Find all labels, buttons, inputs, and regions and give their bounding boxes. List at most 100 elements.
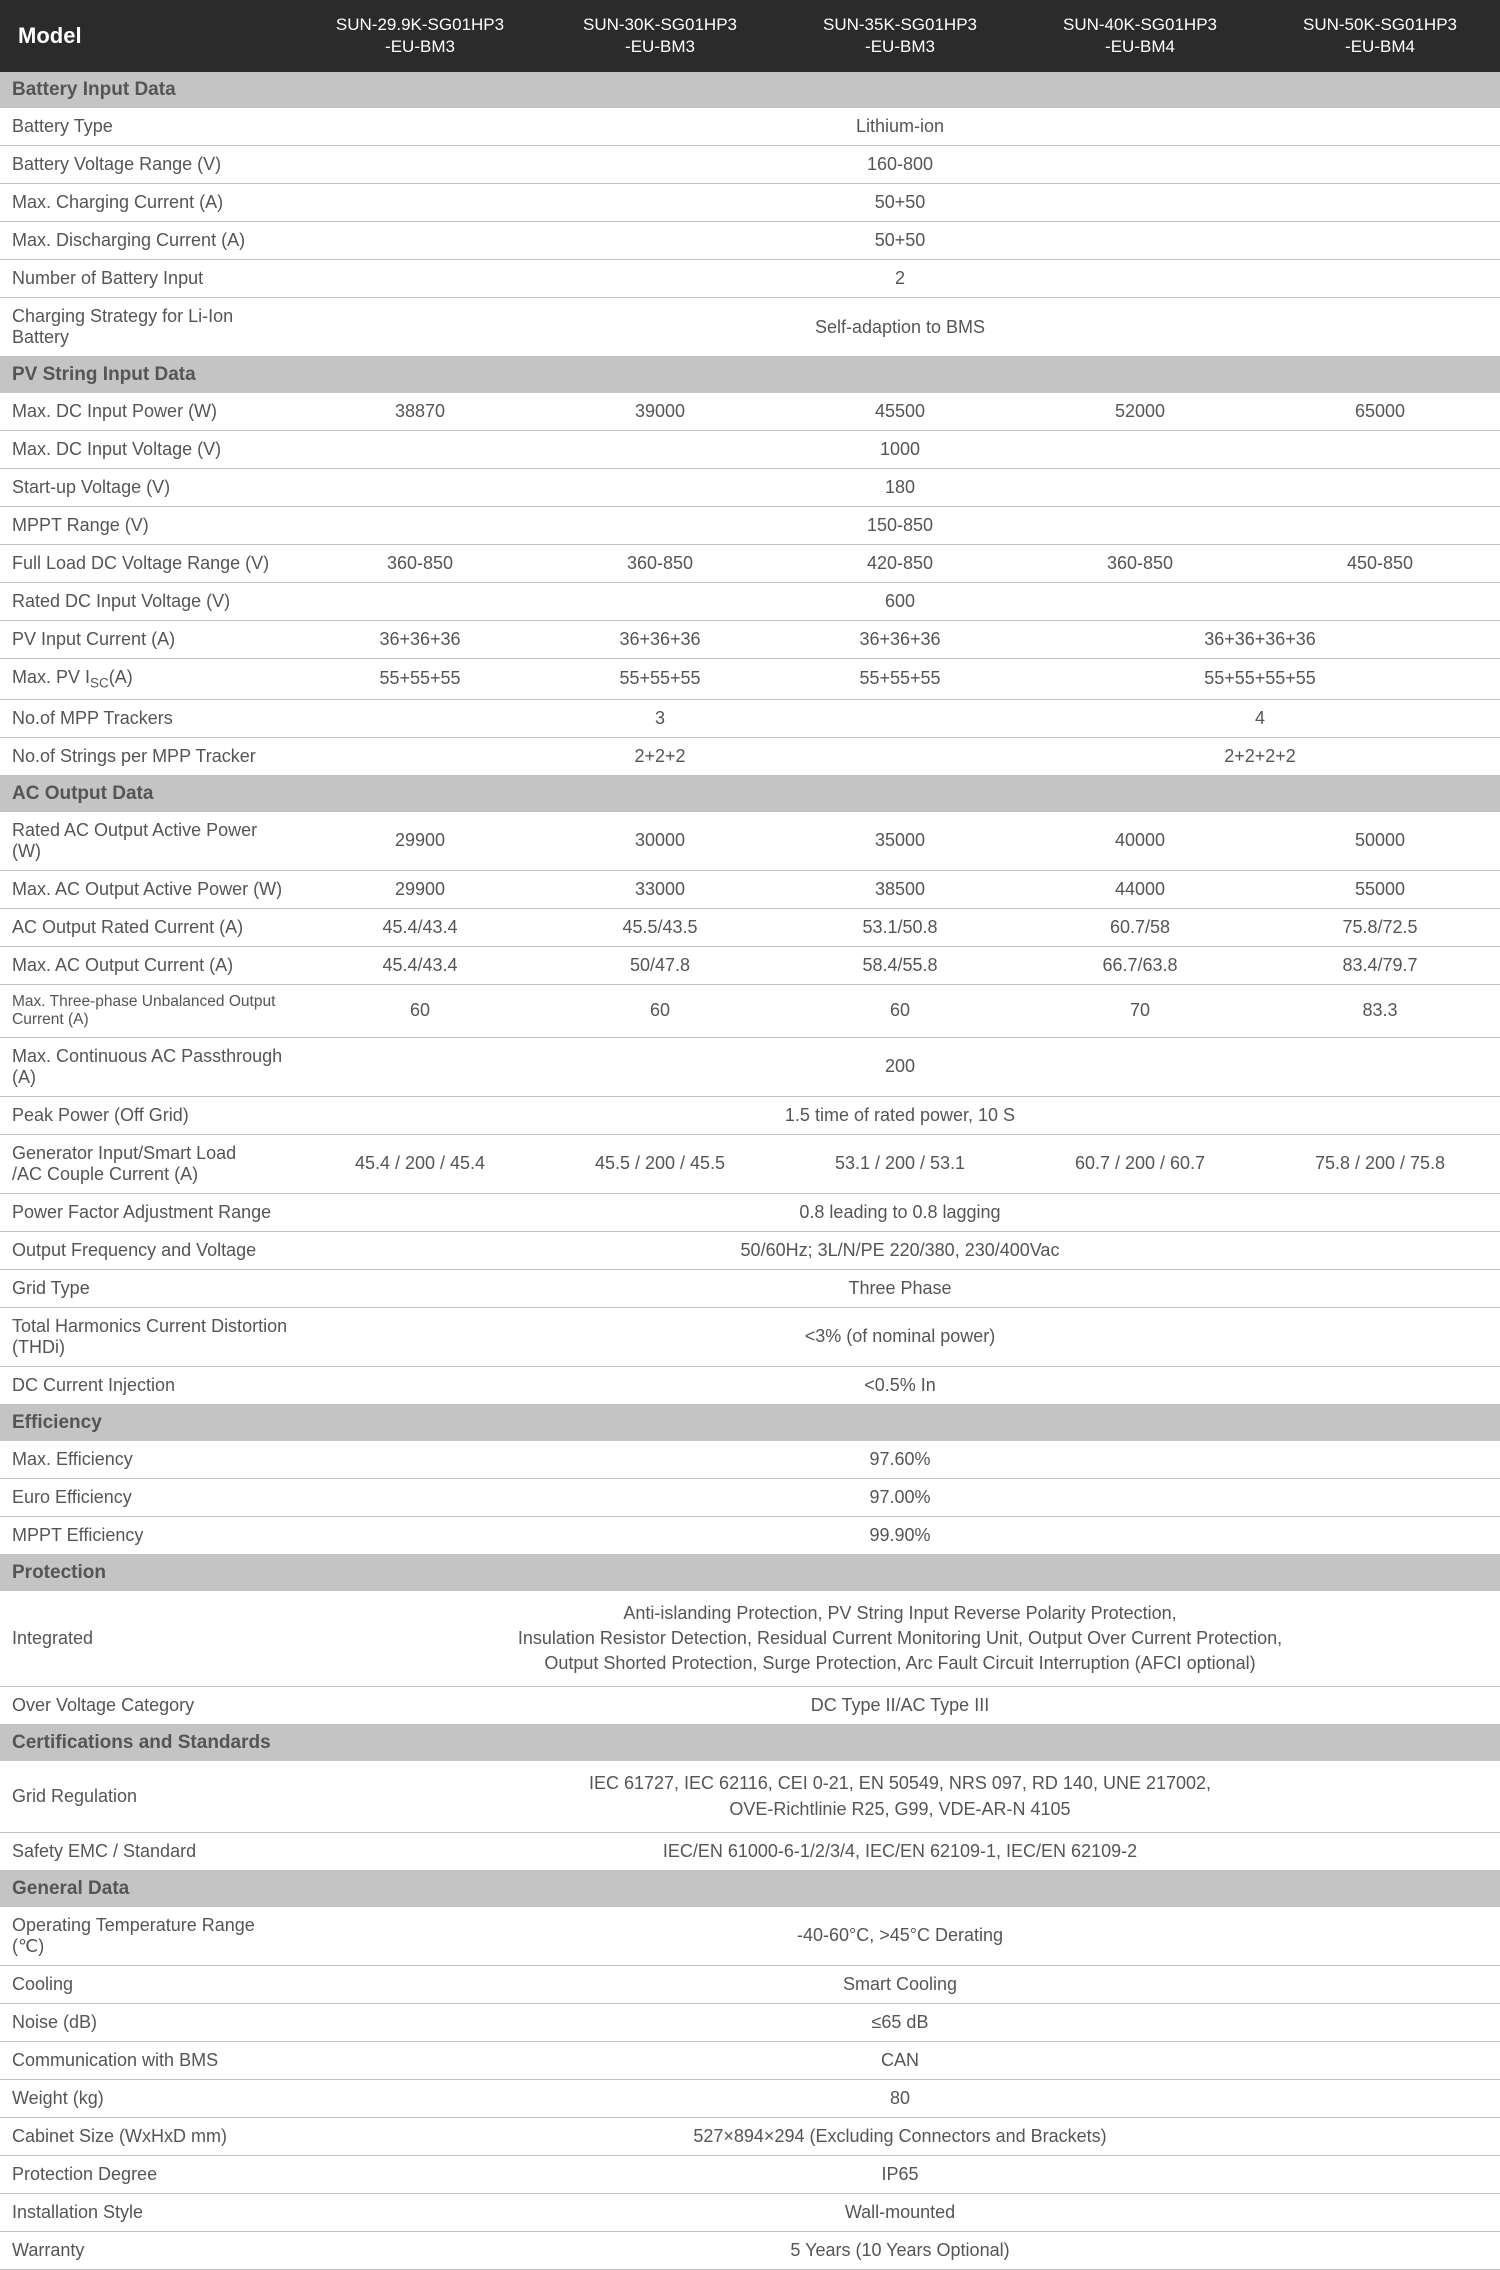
spec-row: Total Harmonics Current Distortion (THDi… <box>0 1307 1500 1366</box>
section-header: Certifications and Standards <box>0 1725 1500 1762</box>
spec-value: -40-60°C, >45°C Derating <box>300 1907 1500 1966</box>
spec-value: CAN <box>300 2041 1500 2079</box>
spec-row: Max. DC Input Power (W)38870390004550052… <box>0 393 1500 431</box>
spec-row: Rated DC Input Voltage (V)600 <box>0 583 1500 621</box>
spec-row: Rated AC Output Active Power (W)29900300… <box>0 812 1500 871</box>
spec-row: Noise (dB)≤65 dB <box>0 2003 1500 2041</box>
spec-row: Weight (kg)80 <box>0 2079 1500 2117</box>
spec-value: 66.7/63.8 <box>1020 946 1260 984</box>
spec-value: 50+50 <box>300 222 1500 260</box>
spec-value: Lithium-ion <box>300 108 1500 146</box>
spec-row: Max. DC Input Voltage (V)1000 <box>0 431 1500 469</box>
spec-row: Cabinet Size (WxHxD mm)527×894×294 (Excl… <box>0 2117 1500 2155</box>
section-title: Battery Input Data <box>0 72 1500 108</box>
spec-table: Model SUN-29.9K-SG01HP3-EU-BM3 SUN-30K-S… <box>0 0 1500 2270</box>
spec-value: 75.8 / 200 / 75.8 <box>1260 1134 1500 1193</box>
spec-value: DC Type II/AC Type III <box>300 1687 1500 1725</box>
spec-value: IEC 61727, IEC 62116, CEI 0-21, EN 50549… <box>300 1761 1500 1832</box>
spec-row: Safety EMC / StandardIEC/EN 61000-6-1/2/… <box>0 1832 1500 1870</box>
spec-value: 97.60% <box>300 1441 1500 1479</box>
spec-row: Over Voltage CategoryDC Type II/AC Type … <box>0 1687 1500 1725</box>
section-header: AC Output Data <box>0 775 1500 812</box>
spec-label: Operating Temperature Range (℃) <box>0 1907 300 1966</box>
spec-label: Installation Style <box>0 2193 300 2231</box>
spec-row: MPPT Range (V)150-850 <box>0 507 1500 545</box>
section-title: Protection <box>0 1554 1500 1591</box>
spec-value: 58.4/55.8 <box>780 946 1020 984</box>
spec-value: 4 <box>1020 699 1500 737</box>
spec-row: Grid TypeThree Phase <box>0 1269 1500 1307</box>
spec-value: 29900 <box>300 812 540 871</box>
spec-row: MPPT Efficiency99.90% <box>0 1516 1500 1554</box>
spec-value: 2+2+2 <box>300 737 1020 775</box>
spec-value: <0.5% In <box>300 1366 1500 1404</box>
spec-label: Cooling <box>0 1965 300 2003</box>
spec-label: Max. Charging Current (A) <box>0 184 300 222</box>
spec-row: Grid RegulationIEC 61727, IEC 62116, CEI… <box>0 1761 1500 1832</box>
spec-value: Smart Cooling <box>300 1965 1500 2003</box>
spec-label: Total Harmonics Current Distortion (THDi… <box>0 1307 300 1366</box>
spec-row: Battery TypeLithium-ion <box>0 108 1500 146</box>
spec-label: Peak Power (Off Grid) <box>0 1096 300 1134</box>
spec-value: 527×894×294 (Excluding Connectors and Br… <box>300 2117 1500 2155</box>
spec-value: 36+36+36 <box>300 621 540 659</box>
spec-value: 97.00% <box>300 1478 1500 1516</box>
spec-row: Operating Temperature Range (℃)-40-60°C,… <box>0 1907 1500 1966</box>
section-title: AC Output Data <box>0 775 1500 812</box>
spec-value: 36+36+36 <box>780 621 1020 659</box>
spec-value: 2+2+2+2 <box>1020 737 1500 775</box>
spec-value: 55+55+55+55 <box>1020 659 1500 700</box>
spec-value: IEC/EN 61000-6-1/2/3/4, IEC/EN 62109-1, … <box>300 1832 1500 1870</box>
spec-value: 60.7/58 <box>1020 908 1260 946</box>
spec-value: 38500 <box>780 870 1020 908</box>
spec-value: 83.4/79.7 <box>1260 946 1500 984</box>
spec-label: Power Factor Adjustment Range <box>0 1193 300 1231</box>
spec-value: 36+36+36+36 <box>1020 621 1500 659</box>
spec-value: 360-850 <box>540 545 780 583</box>
spec-value: 360-850 <box>300 545 540 583</box>
spec-row: Communication with BMSCAN <box>0 2041 1500 2079</box>
spec-value: 55+55+55 <box>780 659 1020 700</box>
spec-row: DC Current Injection<0.5% In <box>0 1366 1500 1404</box>
spec-row: Max. Efficiency97.60% <box>0 1441 1500 1479</box>
spec-row: Charging Strategy for Li-Ion BatterySelf… <box>0 298 1500 357</box>
spec-value: Three Phase <box>300 1269 1500 1307</box>
spec-value: 450-850 <box>1260 545 1500 583</box>
spec-label: AC Output Rated Current (A) <box>0 908 300 946</box>
spec-value: 33000 <box>540 870 780 908</box>
spec-label: MPPT Range (V) <box>0 507 300 545</box>
spec-label: Protection Degree <box>0 2155 300 2193</box>
spec-value: 44000 <box>1020 870 1260 908</box>
spec-value: 55+55+55 <box>540 659 780 700</box>
spec-row: Euro Efficiency97.00% <box>0 1478 1500 1516</box>
spec-label: Max. DC Input Voltage (V) <box>0 431 300 469</box>
spec-value: 65000 <box>1260 393 1500 431</box>
spec-value: 30000 <box>540 812 780 871</box>
spec-label: Over Voltage Category <box>0 1687 300 1725</box>
spec-label: No.of MPP Trackers <box>0 699 300 737</box>
spec-value: 60 <box>540 984 780 1037</box>
spec-row: Max. Three-phase Unbalanced Output Curre… <box>0 984 1500 1037</box>
spec-label: Max. Efficiency <box>0 1441 300 1479</box>
spec-value: Self-adaption to BMS <box>300 298 1500 357</box>
model-col-2: SUN-35K-SG01HP3-EU-BM3 <box>780 0 1020 72</box>
spec-row: Output Frequency and Voltage50/60Hz; 3L/… <box>0 1231 1500 1269</box>
spec-row: Full Load DC Voltage Range (V)360-850360… <box>0 545 1500 583</box>
spec-row: Max. AC Output Active Power (W)299003300… <box>0 870 1500 908</box>
spec-value: 600 <box>300 583 1500 621</box>
section-header: Protection <box>0 1554 1500 1591</box>
model-col-1: SUN-30K-SG01HP3-EU-BM3 <box>540 0 780 72</box>
spec-value: 1000 <box>300 431 1500 469</box>
spec-label: Weight (kg) <box>0 2079 300 2117</box>
spec-value: 45500 <box>780 393 1020 431</box>
spec-value: 75.8/72.5 <box>1260 908 1500 946</box>
spec-row: Start-up Voltage (V)180 <box>0 469 1500 507</box>
spec-value: Wall-mounted <box>300 2193 1500 2231</box>
spec-label: Max. Three-phase Unbalanced Output Curre… <box>0 984 300 1037</box>
section-title: General Data <box>0 1870 1500 1907</box>
spec-row: Max. Discharging Current (A)50+50 <box>0 222 1500 260</box>
spec-value: 360-850 <box>1020 545 1260 583</box>
spec-label: Battery Type <box>0 108 300 146</box>
section-header: PV String Input Data <box>0 357 1500 394</box>
table-header: Model SUN-29.9K-SG01HP3-EU-BM3 SUN-30K-S… <box>0 0 1500 72</box>
